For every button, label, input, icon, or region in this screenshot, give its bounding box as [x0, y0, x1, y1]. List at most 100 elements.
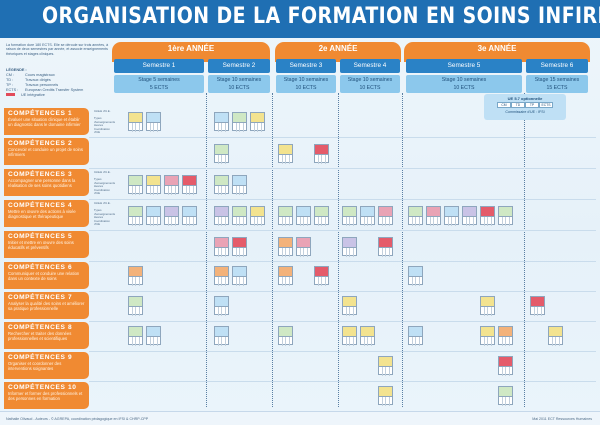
- semester-1: Semestre 1: [114, 59, 204, 73]
- year-3-header: 3e ANNÉE: [404, 42, 590, 62]
- competence-6: COMPÉTENCES 6 Communiquer et conduire une…: [4, 262, 89, 289]
- ue-block: [378, 206, 393, 226]
- ue-block: [480, 206, 495, 226]
- competence-5: COMPÉTENCES 5 Initier et mettre en œuvre …: [4, 231, 89, 258]
- semester-4: Semestre 4: [340, 59, 400, 73]
- footer-credits: Nathalie Olivaud - Auteurs - © AGREPA, c…: [6, 417, 149, 421]
- ue-row-labels: Intitulé d'U.E. Types d'enseignements Heur…: [94, 109, 116, 135]
- ue-row-labels: Intitulé d'U.E. Types d'enseignements Heur…: [94, 170, 116, 196]
- legend: LÉGENDE : CM : Cours magistraux TD : Trava…: [6, 68, 110, 98]
- ue-block: [360, 326, 375, 346]
- ue-block: [408, 266, 423, 286]
- ue-block: [214, 144, 229, 164]
- ue-block: [480, 296, 495, 316]
- stage-semester-4: Stage 10 semaines 10 ECTS: [340, 75, 400, 93]
- stage-semester-5: Stage 10 semaines 10 ECTS: [406, 75, 522, 93]
- ue-block: [164, 175, 179, 195]
- legend-title: LÉGENDE :: [6, 68, 27, 72]
- stage-semester-2: Stage 10 semaines 10 ECTS: [208, 75, 270, 93]
- ue-block: [146, 326, 161, 346]
- ue-block: [250, 206, 265, 226]
- year-1-header: 1ère ANNÉE: [112, 42, 270, 62]
- semester-6: Semestre 6: [526, 59, 588, 73]
- ue-block: [146, 175, 161, 195]
- ue-block: [530, 296, 545, 316]
- competence-9: COMPÉTENCES 9 Organiser et coordonner des…: [4, 352, 89, 379]
- ue-block: [214, 112, 229, 132]
- ue-block: [128, 326, 143, 346]
- integration-swatch: [6, 93, 15, 96]
- ue-row-labels: Intitulé d'U.E. Types d'enseignements Heur…: [94, 201, 116, 227]
- ue-block: [378, 356, 393, 376]
- ue-block: [128, 296, 143, 316]
- semester-divider: [402, 93, 403, 407]
- ue-block: [278, 266, 293, 286]
- semester-divider: [272, 93, 273, 407]
- semester-divider: [524, 93, 525, 407]
- ue-block: [342, 206, 357, 226]
- page-title: ORGANISATION DE LA FORMATION EN SOINS IN…: [42, 4, 600, 29]
- ue-block: [128, 206, 143, 226]
- ue-block: [378, 237, 393, 257]
- competence-1: COMPÉTENCES 1 Évaluer une situation clini…: [4, 108, 89, 135]
- ue-block: [146, 206, 161, 226]
- ue-block: [214, 296, 229, 316]
- ue-block: [498, 356, 513, 376]
- ue-block: [498, 326, 513, 346]
- ue-block: [426, 206, 441, 226]
- ue-block: [314, 266, 329, 286]
- legend-item: UE intégrative: [6, 93, 110, 98]
- footer-right: Mai 2011 ECT Ressources Humaines: [532, 417, 592, 421]
- ue-block: [342, 296, 357, 316]
- legend-item: TP : Travaux personnels: [6, 83, 59, 87]
- ue-block: [232, 206, 247, 226]
- row-separator: [89, 261, 596, 262]
- ue-block: [314, 206, 329, 226]
- intro-text: La formation dure 180 ECTS. Elle se déro…: [6, 43, 109, 56]
- semester-3: Semestre 3: [276, 59, 336, 73]
- semester-divider: [206, 93, 207, 407]
- ue-block: [232, 175, 247, 195]
- ue-block: [296, 206, 311, 226]
- ue-block: [128, 175, 143, 195]
- ue-block: [408, 206, 423, 226]
- row-separator: [89, 168, 596, 169]
- ue-block: [232, 112, 247, 132]
- stage-semester-6: Stage 15 semaines 15 ECTS: [526, 75, 588, 93]
- ue-block: [498, 206, 513, 226]
- footer: Nathalie Olivaud - Auteurs - © AGREPA, c…: [0, 411, 600, 425]
- ue-block: [232, 266, 247, 286]
- semester-2: Semestre 2: [208, 59, 270, 73]
- ue-block: [214, 237, 229, 257]
- row-separator: [89, 351, 596, 352]
- optional-ue-box: UE 5.7 optionnelle CM TD TP ECTS Commiss…: [484, 94, 566, 120]
- semester-5: Semestre 5: [406, 59, 522, 73]
- competence-8: COMPÉTENCES 8 Rechercher et traiter des d…: [4, 322, 89, 349]
- legend-item: CM : Cours magistraux: [6, 73, 55, 77]
- semester-divider: [338, 93, 339, 407]
- optional-ue-columns: CM TD TP ECTS: [484, 102, 566, 108]
- competence-10: COMPÉTENCES 10 Informer et former des pro…: [4, 382, 89, 409]
- ue-block: [214, 175, 229, 195]
- stage-semester-1: Stage 5 semaines 5 ECTS: [114, 75, 204, 93]
- ue-block: [480, 326, 495, 346]
- ue-block: [182, 175, 197, 195]
- row-separator: [89, 137, 596, 138]
- legend-item: ECTS : European Credits Transfer System: [6, 88, 84, 92]
- ue-block: [462, 206, 477, 226]
- ue-block: [498, 386, 513, 406]
- competence-7: COMPÉTENCES 7 Analyser la qualité des soi…: [4, 292, 89, 319]
- ue-block: [444, 206, 459, 226]
- competence-4: COMPÉTENCES 4 Mettre en œuvre des actions…: [4, 200, 89, 227]
- ue-block: [214, 206, 229, 226]
- row-separator: [89, 230, 596, 231]
- ue-block: [278, 237, 293, 257]
- ue-block: [278, 206, 293, 226]
- ue-block: [182, 206, 197, 226]
- ue-block: [128, 266, 143, 286]
- ue-block: [278, 144, 293, 164]
- ue-block: [378, 386, 393, 406]
- ue-block: [214, 266, 229, 286]
- ue-block: [342, 326, 357, 346]
- row-separator: [89, 291, 596, 292]
